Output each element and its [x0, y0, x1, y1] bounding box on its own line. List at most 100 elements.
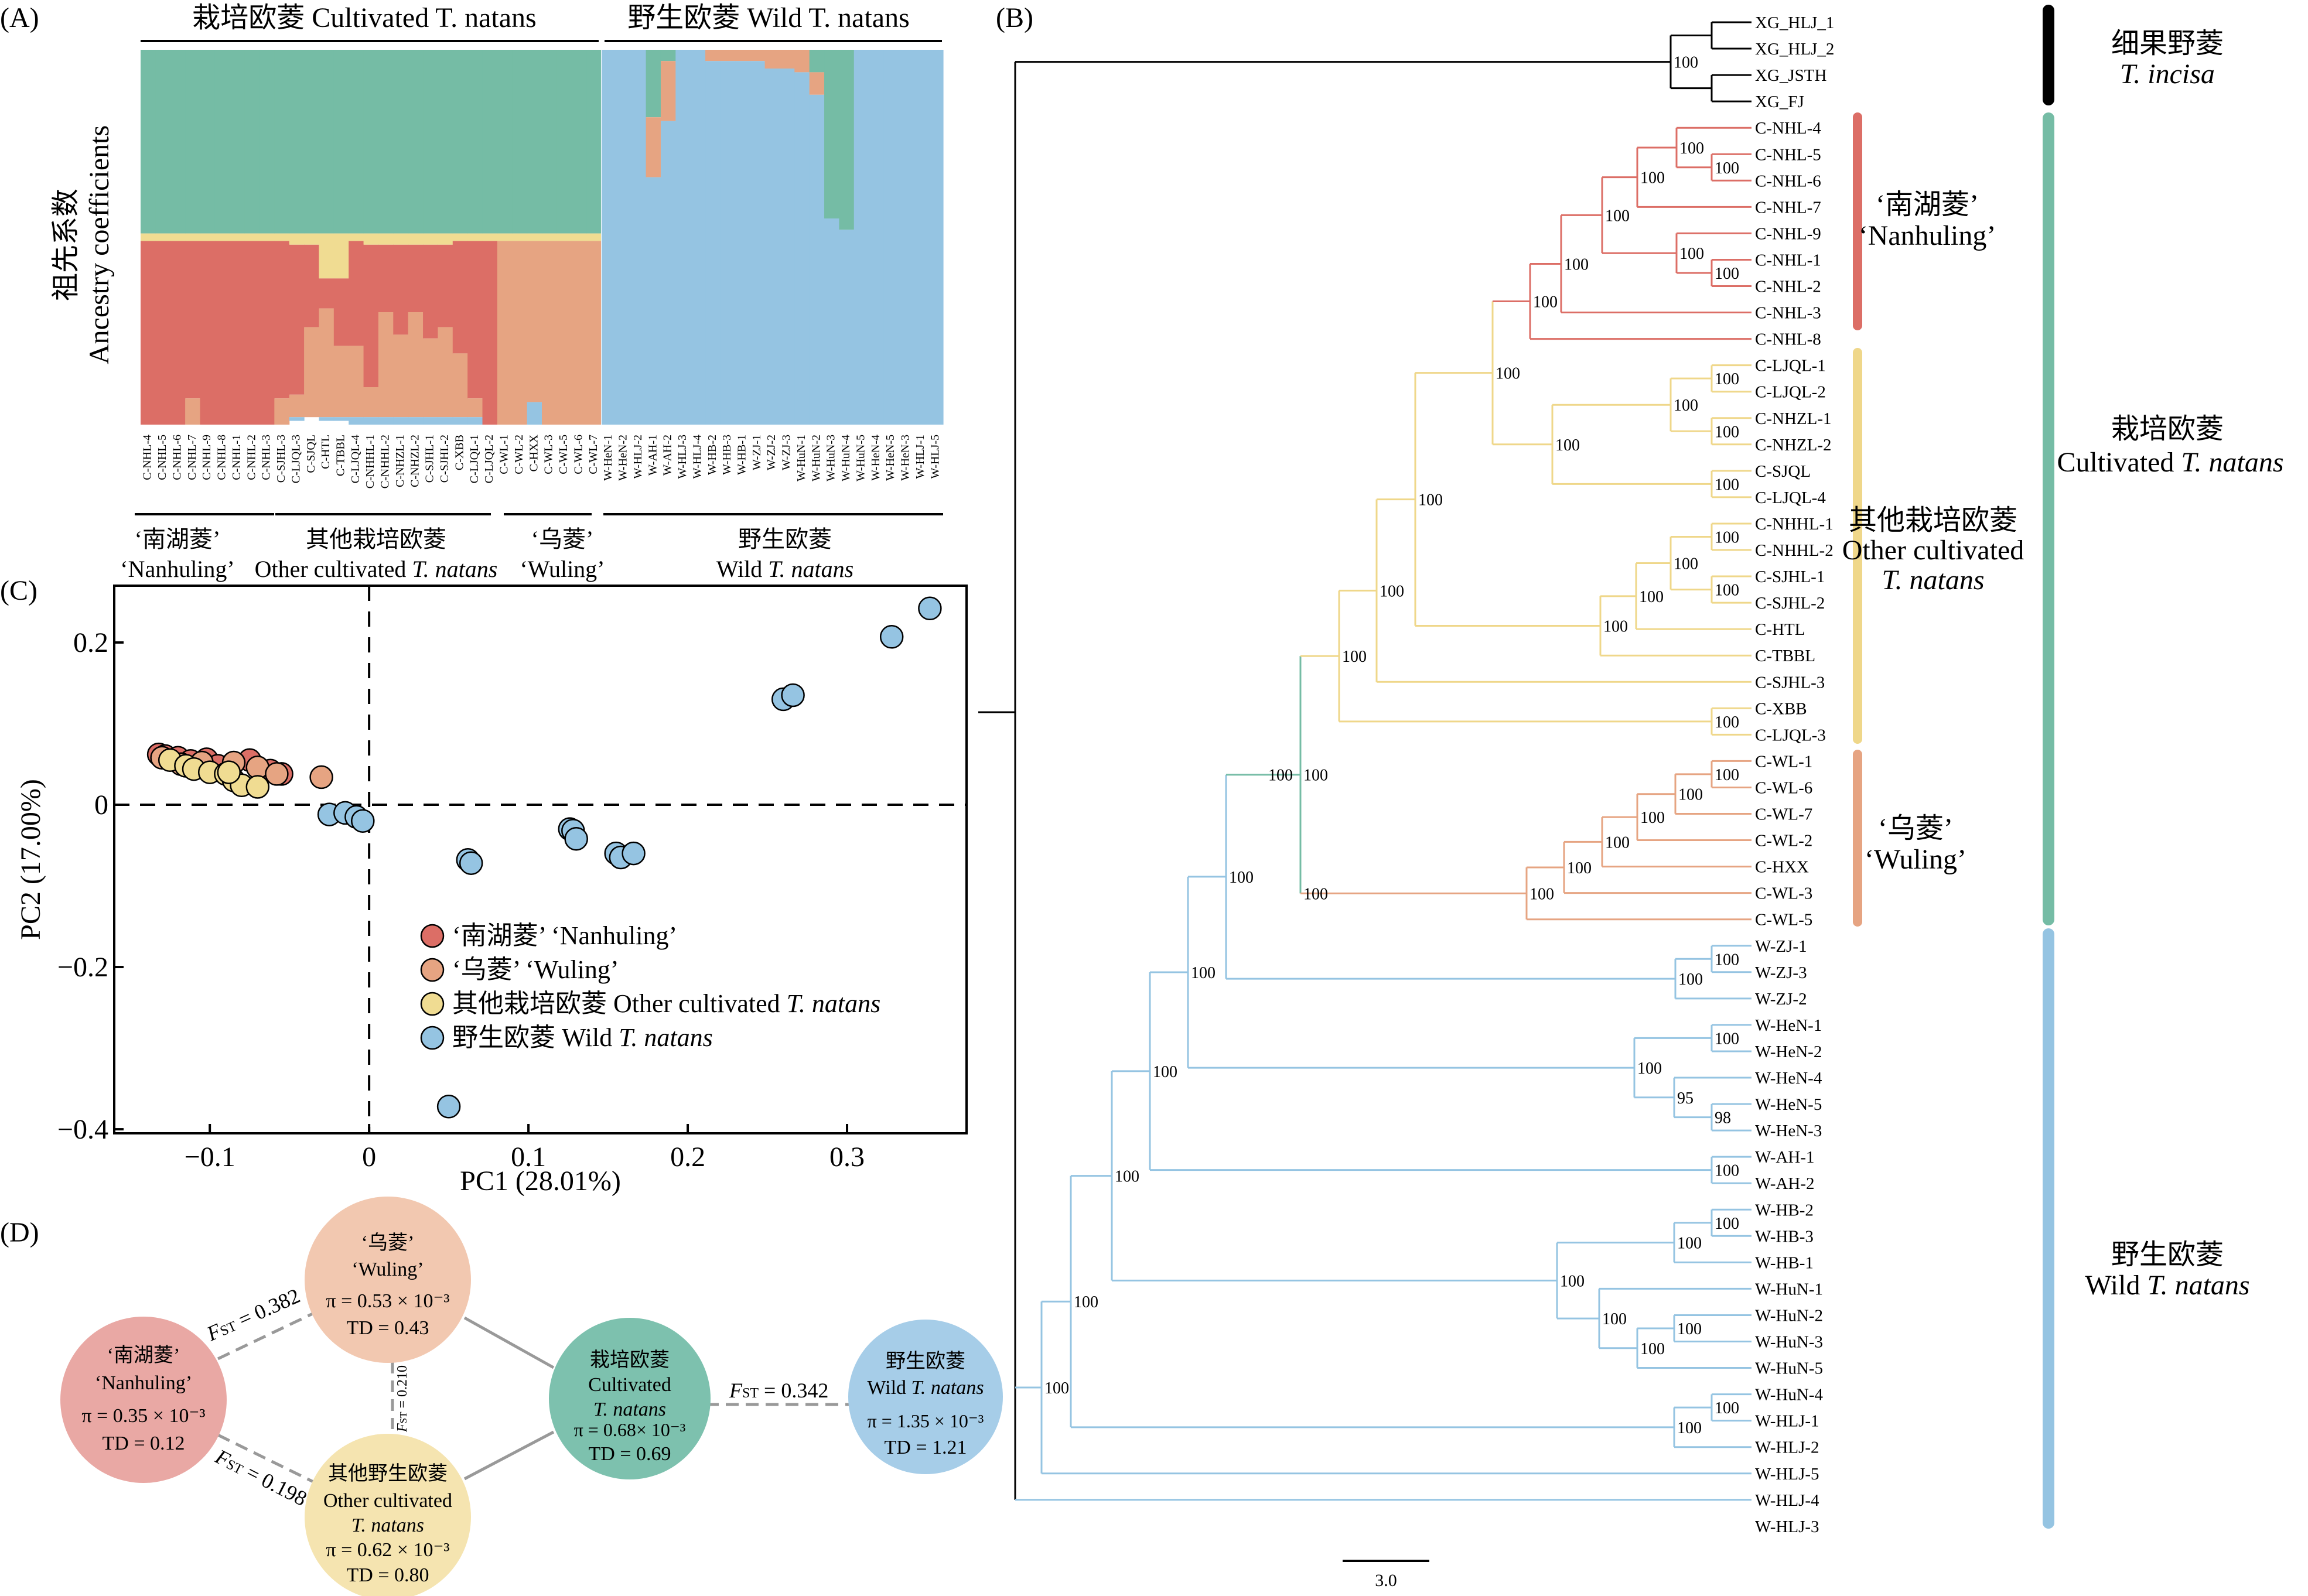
admix-bar-orange	[720, 50, 736, 61]
tree-tip-label: W-HeN-4	[1755, 1069, 1822, 1088]
tree-tip-label: C-SJQL	[1755, 462, 1811, 481]
admix-bar-red	[155, 241, 171, 425]
bootstrap-label: 100	[1640, 1340, 1665, 1358]
admix-bar-yellow	[274, 233, 290, 241]
admix-bar-green	[244, 50, 260, 234]
svg-text:π = 0.68× 10⁻³: π = 0.68× 10⁻³	[574, 1419, 686, 1440]
tree-tip-label: C-LJQL-1	[1755, 357, 1826, 375]
admix-sample-label: W-HuN-3	[825, 435, 838, 481]
admix-bar-orange	[660, 61, 676, 121]
node-cultivated: 栽培欧菱 Cultivated T. natans π = 0.68× 10⁻³…	[549, 1318, 711, 1479]
clade-bar-other	[1853, 348, 1862, 744]
admix-bar-yellow	[408, 233, 424, 245]
admix-bar-orange	[750, 50, 766, 61]
admix-bar-blue	[527, 402, 542, 425]
tree-tip-label: W-HLJ-5	[1755, 1465, 1819, 1484]
tree-tip-label: W-HLJ-1	[1755, 1412, 1819, 1431]
admix-bar-yellow	[363, 233, 379, 245]
pca-xtick-label: 0.3	[829, 1142, 865, 1173]
bootstrap-label: 100	[1153, 1063, 1177, 1081]
outer-label-incisa-cn: 细果野菱	[2111, 28, 2224, 59]
admix-bar-green	[660, 50, 676, 61]
admix-bar-orange	[423, 338, 439, 418]
tree-tip-label: C-NHHL-2	[1755, 541, 1834, 560]
admix-sample-label: C-HTL	[319, 435, 332, 469]
admix-bar-green	[393, 50, 409, 234]
admix-bar-orange	[452, 353, 468, 418]
admix-bar-green	[809, 50, 825, 73]
admix-sample-label: W-HeN-4	[869, 435, 882, 481]
tree-tip-label: C-NHL-3	[1755, 304, 1821, 323]
admix-bar-orange	[779, 50, 795, 69]
admix-bar-yellow	[319, 233, 334, 279]
admix-bar-green	[214, 50, 230, 234]
bootstrap-label: 100	[1529, 885, 1554, 903]
admix-sample-label: C-XBB	[453, 435, 466, 470]
tree-tip-label: W-HB-1	[1755, 1253, 1814, 1272]
admix-sample-label: C-NHL-4	[141, 435, 154, 480]
admix-bar-yellow	[155, 233, 171, 241]
bootstrap-label: 100	[1603, 618, 1628, 636]
admix-bar-yellow	[378, 233, 394, 245]
bootstrap-label: 100	[1678, 786, 1703, 804]
admix-bar-orange	[393, 334, 409, 418]
admix-bar-yellow	[571, 233, 587, 241]
bootstrap-label: 100	[1380, 582, 1404, 600]
admix-bar-blue	[467, 417, 483, 425]
svg-text:‘Nanhuling’: ‘Nanhuling’	[95, 1372, 192, 1394]
admix-bar-red	[482, 241, 498, 425]
admix-bar-blue	[616, 50, 631, 425]
admix-bar-orange	[304, 327, 320, 418]
admix-bar-green	[200, 50, 216, 234]
pca-point	[351, 809, 375, 833]
admix-bar-orange	[408, 312, 424, 418]
admix-bar-orange	[571, 241, 587, 425]
admix-bar-yellow	[586, 233, 602, 241]
admix-sample-label: C-NHHL-2	[379, 435, 392, 488]
admix-bar-green	[571, 50, 587, 234]
admix-bar-yellow	[497, 233, 513, 241]
admix-bar-red	[200, 241, 216, 425]
admix-bar-green	[512, 50, 528, 234]
admix-bar-yellow	[349, 233, 364, 241]
group-label-wuling-cn: ‘乌菱’	[531, 526, 594, 552]
pca-point	[217, 760, 241, 784]
admix-sample-label: W-ZJ-2	[765, 435, 778, 470]
admix-bar-red	[423, 244, 439, 339]
bootstrap-label: 100	[1605, 833, 1630, 852]
outer-label-cultivated-en: Cultivated T. natans	[2057, 447, 2283, 478]
admix-bar-green	[556, 50, 572, 234]
pca-legend-marker	[420, 1026, 445, 1050]
bootstrap-label: 100	[1303, 885, 1328, 903]
pca-xtick-label: −0.1	[185, 1142, 235, 1173]
admix-bar-red	[244, 241, 260, 425]
outer-label-cultivated-cn: 栽培欧菱	[2111, 413, 2224, 445]
bootstrap-label: 100	[1715, 1030, 1739, 1048]
outer-bar-incisa	[2043, 5, 2054, 105]
admix-bar-red	[393, 244, 409, 335]
admix-sample-label: C-NHL-6	[170, 435, 183, 480]
bootstrap-label: 100	[1679, 245, 1704, 263]
admix-bar-red	[363, 244, 379, 387]
tree-tip-label: C-WL-3	[1755, 884, 1812, 903]
bootstrap-label: 100	[1715, 713, 1739, 732]
admix-bar-blue	[824, 218, 840, 425]
admix-bar-blue	[349, 417, 364, 425]
tree-tip-label: C-SJHL-3	[1755, 673, 1825, 692]
admix-bar-red	[467, 241, 483, 399]
tree-tip-label: W-HLJ-3	[1755, 1518, 1819, 1536]
svg-text:‘南湖菱’: ‘南湖菱’	[107, 1344, 180, 1366]
admix-bar-green	[482, 50, 498, 234]
admix-sample-label: C-WL-1	[498, 435, 511, 474]
bootstrap-label: 100	[1533, 293, 1558, 312]
tree-tip-label: C-WL-5	[1755, 911, 1812, 929]
tree-tip-label: W-HuN-1	[1755, 1280, 1823, 1298]
bootstrap-label: 100	[1679, 139, 1704, 158]
tree-tip-label: C-WL-1	[1755, 752, 1812, 771]
admix-bar-green	[423, 50, 439, 234]
clade-label-nanhuling-cn: ‘南湖菱’	[1876, 189, 1979, 220]
admix-sample-label: W-HuN-2	[810, 435, 822, 481]
tree-tip-label: C-NHL-4	[1755, 119, 1821, 138]
admix-bar-green	[839, 50, 855, 230]
